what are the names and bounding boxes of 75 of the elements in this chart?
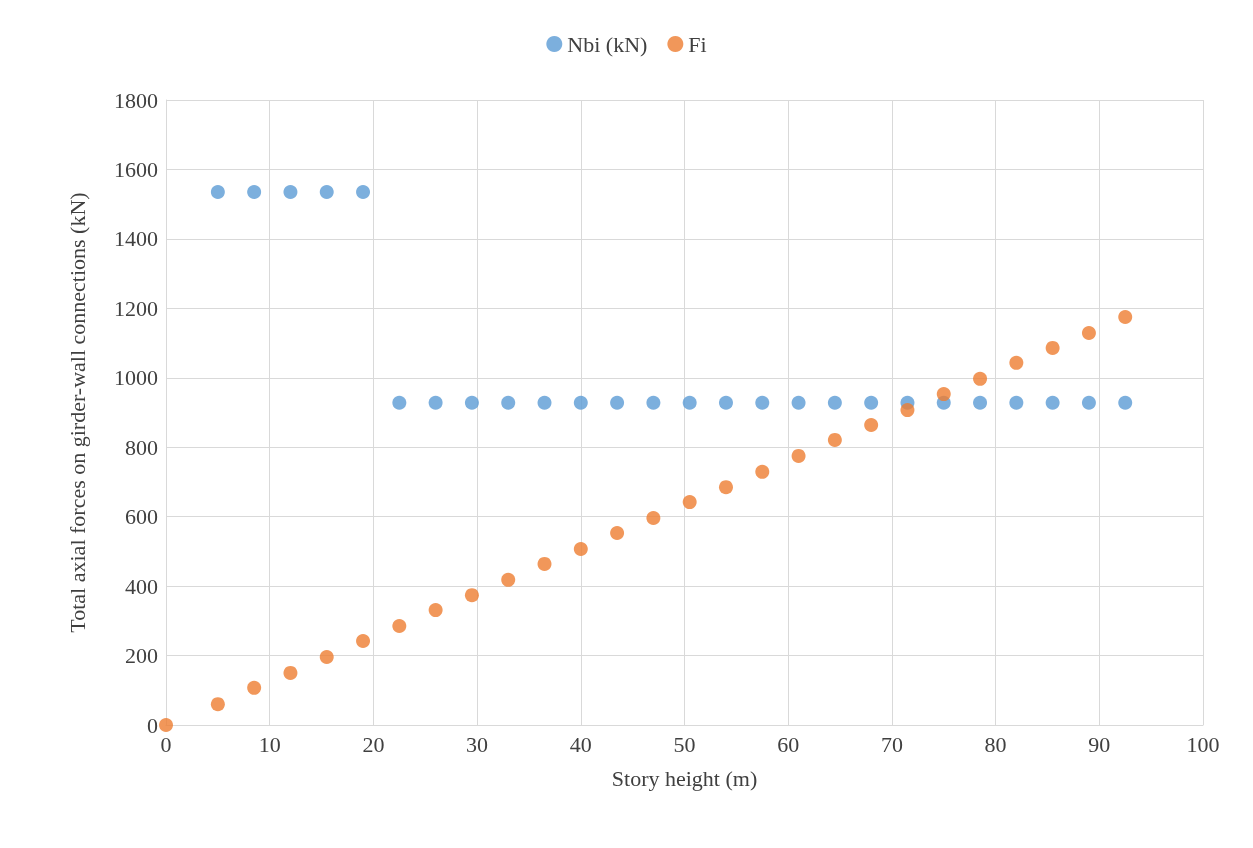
point — [501, 395, 516, 410]
point — [464, 588, 479, 603]
point — [755, 395, 770, 410]
point — [392, 619, 407, 634]
y-tick-label: 800 — [125, 434, 158, 460]
x-tick-label: 80 — [984, 731, 1007, 757]
point — [319, 185, 334, 200]
point — [827, 395, 842, 410]
point — [1009, 355, 1024, 370]
point — [1045, 395, 1060, 410]
point — [501, 572, 516, 587]
point — [247, 185, 262, 200]
point — [1045, 340, 1060, 355]
point — [1118, 395, 1133, 410]
y-tick-label: 1000 — [114, 365, 158, 391]
y-tick-label: 200 — [125, 643, 158, 669]
point — [827, 432, 842, 447]
point — [428, 395, 443, 410]
y-tick-label: 1200 — [114, 295, 158, 321]
point — [537, 395, 552, 410]
point — [610, 395, 625, 410]
point — [356, 633, 371, 648]
legend-label: Fi — [688, 31, 707, 57]
point — [573, 395, 588, 410]
point — [247, 680, 262, 695]
point — [864, 418, 879, 432]
point — [464, 395, 479, 410]
point — [864, 395, 879, 410]
x-tick-label: 50 — [673, 731, 696, 757]
y-axis-title: Total axial forces on girder-wall connections (kN) — [64, 192, 90, 633]
point — [283, 665, 298, 680]
point — [392, 395, 407, 410]
point — [682, 495, 697, 510]
point — [573, 541, 588, 556]
y-tick-label: 400 — [125, 573, 158, 599]
x-axis-title: Story height (m) — [611, 765, 758, 791]
point — [718, 395, 733, 410]
x-tick-label: 70 — [880, 731, 903, 757]
x-tick-label: 100 — [1186, 731, 1220, 757]
y-tick-label: 1800 — [114, 87, 158, 113]
x-tick-label: 10 — [258, 731, 281, 757]
point — [1081, 395, 1096, 410]
x-tick-label: 40 — [569, 731, 592, 757]
point — [210, 185, 225, 200]
point — [900, 403, 915, 418]
point — [936, 387, 951, 402]
point — [973, 395, 988, 410]
point — [210, 697, 225, 712]
point — [356, 185, 371, 200]
x-tick-label: 20 — [362, 731, 385, 757]
y-tick-label: 1600 — [114, 156, 158, 182]
point — [791, 395, 806, 410]
legend-label: Nbi (kN) — [567, 31, 648, 57]
point — [755, 464, 770, 479]
point — [791, 448, 806, 463]
y-tick-label: 1400 — [114, 226, 158, 252]
point — [319, 649, 334, 664]
x-tick-label: 60 — [777, 731, 800, 757]
point — [682, 395, 697, 410]
y-tick-label: 600 — [125, 504, 158, 530]
point — [428, 603, 443, 618]
point — [646, 395, 661, 410]
point — [1118, 310, 1133, 325]
point — [537, 556, 552, 571]
x-tick-label: 30 — [466, 731, 489, 757]
y-tick-label: 0 — [147, 712, 158, 738]
point — [610, 525, 625, 540]
point — [646, 511, 661, 526]
x-tick-label: 90 — [1088, 731, 1111, 757]
point — [973, 371, 988, 386]
point — [159, 718, 173, 732]
point — [718, 480, 733, 495]
point — [1081, 325, 1096, 340]
point — [283, 185, 298, 200]
point — [1009, 395, 1024, 410]
